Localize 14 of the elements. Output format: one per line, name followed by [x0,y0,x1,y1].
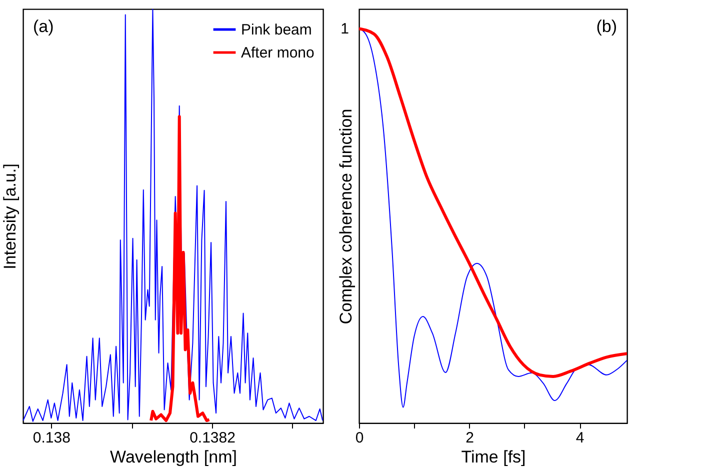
x-tick-label: 0 [355,430,364,446]
legend-label: Pink beam [241,22,312,38]
x-tick-label: 0.138 [32,430,70,446]
x-axis-title: Time [fs] [461,448,526,466]
legend-label: After mono [241,44,314,62]
annotation: (a) [33,17,54,36]
annotation: (b) [596,17,617,36]
x-axis-title: Wavelength [nm] [110,448,237,466]
annotation: 1 [340,20,349,38]
x-tick-label: 2 [466,430,474,446]
y-axis-title: Intensity [a.u.] [0,164,20,270]
x-tick-label: 4 [576,430,584,446]
x-tick-label: 0.1382 [190,430,236,446]
y-axis-title: Complex coherence function [336,108,356,324]
